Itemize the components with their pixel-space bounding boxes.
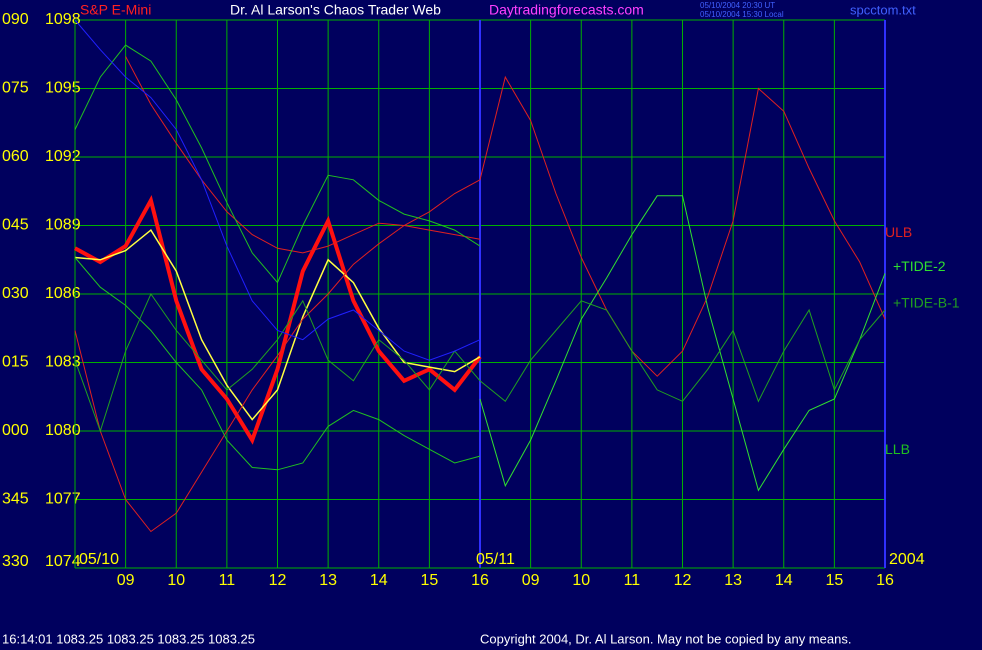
x-tick-label: 12: [674, 572, 692, 589]
y2-tick-label: 060: [2, 148, 29, 165]
y-tick-label: 1074: [45, 553, 81, 570]
y2-tick-label: 330: [2, 553, 29, 570]
series-line: [74, 75, 886, 533]
y-tick-label: 1086: [45, 285, 81, 302]
x-tick-label: 12: [269, 572, 287, 589]
chart-title: Dr. Al Larson's Chaos Trader Web: [230, 2, 441, 18]
series-label: +TIDE-2: [893, 258, 946, 274]
series-line: [125, 56, 481, 254]
site: Daytradingforecasts.com: [489, 2, 644, 18]
y-tick-label: 1095: [45, 80, 81, 97]
series-line: [74, 292, 886, 433]
x-tick-label: 15: [420, 572, 438, 589]
x-tick-label: 11: [624, 572, 641, 589]
date-label: 05/11: [476, 551, 515, 568]
file-name: spcctom.txt: [850, 2, 916, 17]
x-tick-label: 09: [117, 572, 135, 589]
x-tick-label: 11: [219, 572, 236, 589]
series-line: [74, 228, 481, 421]
instrument: S&P E-Mini: [80, 2, 151, 18]
series-line: [74, 195, 482, 445]
x-tick-label: 16: [471, 572, 489, 589]
timestamp: 05/10/2004 15:30 Local: [700, 10, 784, 19]
x-tick-label: 13: [319, 572, 337, 589]
x-tick-label: 10: [572, 572, 590, 589]
y-tick-label: 1083: [45, 354, 81, 371]
series-label: LLB: [885, 441, 910, 457]
series-line: [479, 195, 886, 492]
x-tick-label: 14: [370, 572, 388, 589]
x-tick-label: 10: [167, 572, 185, 589]
y-tick-label: 1089: [45, 217, 81, 234]
timestamp: 05/10/2004 20:30 UT: [700, 1, 775, 10]
y2-tick-label: 030: [2, 285, 29, 302]
series-line: [74, 44, 481, 284]
series-label: +TIDE-B-1: [893, 295, 960, 311]
x-tick-label: 13: [724, 572, 742, 589]
y2-tick-label: 090: [2, 11, 29, 28]
y2-tick-label: 045: [2, 217, 29, 234]
series-line: [74, 19, 481, 361]
y2-tick-label: 345: [2, 491, 29, 508]
series-label: ULB: [885, 224, 912, 240]
y-tick-label: 1098: [45, 11, 81, 28]
y-tick-label: 1080: [45, 422, 81, 439]
y2-tick-label: 000: [2, 422, 29, 439]
date-label: 2004: [889, 551, 925, 568]
y2-tick-label: 015: [2, 354, 29, 371]
x-tick-label: 16: [876, 572, 894, 589]
y-tick-label: 1092: [45, 148, 81, 165]
y2-tick-label: 075: [2, 80, 29, 97]
x-tick-label: 09: [522, 572, 540, 589]
copyright: Copyright 2004, Dr. Al Larson. May not b…: [480, 631, 851, 646]
series-line: [74, 257, 481, 471]
x-tick-label: 15: [825, 572, 843, 589]
date-label: 05/10: [79, 551, 119, 568]
x-tick-label: 14: [775, 572, 793, 589]
y-tick-label: 1077: [45, 491, 81, 508]
status-line: 16:14:01 1083.25 1083.25 1083.25 1083.25: [2, 631, 255, 646]
